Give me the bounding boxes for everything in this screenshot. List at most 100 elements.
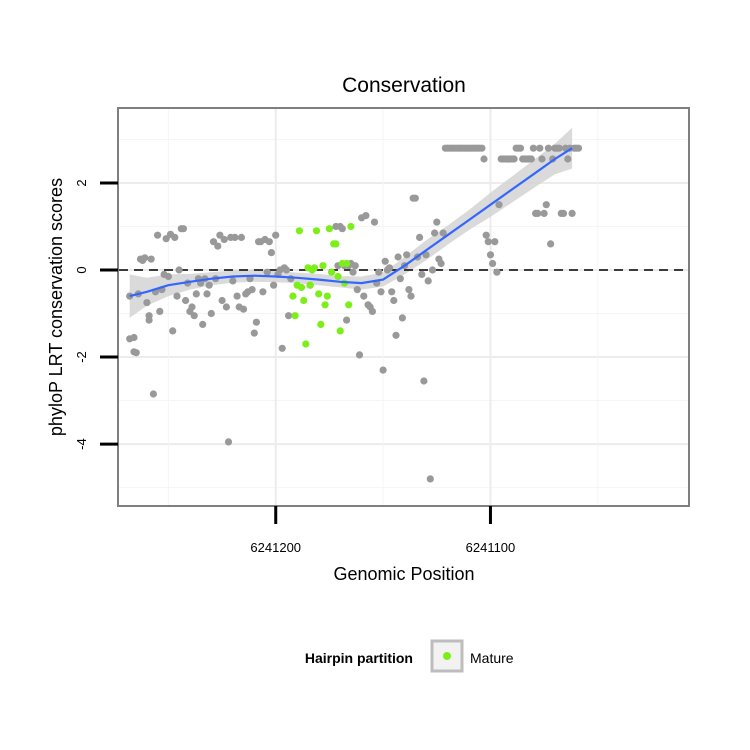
gray-point xyxy=(351,262,359,270)
gray-point xyxy=(398,314,406,322)
gray-point xyxy=(542,201,550,209)
y-tick-label: 2 xyxy=(74,179,89,186)
mature-point xyxy=(336,327,344,335)
gray-point xyxy=(199,320,207,328)
gray-point xyxy=(381,257,389,265)
gray-point xyxy=(439,229,447,237)
x-axis: 6241200 6241100 xyxy=(118,505,689,555)
gray-point xyxy=(278,344,286,352)
gray-point xyxy=(568,209,576,217)
mature-point xyxy=(323,292,331,300)
plot-panel xyxy=(117,107,690,507)
gray-point xyxy=(145,316,153,324)
mature-point xyxy=(317,320,325,328)
gray-point xyxy=(478,144,486,152)
gray-point xyxy=(538,155,546,163)
gray-point xyxy=(349,268,357,276)
mature-point xyxy=(319,262,327,270)
mature-point xyxy=(315,290,323,298)
gray-point xyxy=(390,296,398,305)
gray-point xyxy=(252,318,260,326)
gray-point xyxy=(407,292,415,300)
y-tick-label: -2 xyxy=(74,351,89,363)
gray-point xyxy=(182,296,190,305)
gray-point xyxy=(355,351,364,359)
gray-point xyxy=(559,209,568,217)
gray-point xyxy=(147,255,155,263)
gray-point xyxy=(130,333,138,342)
gray-point xyxy=(480,155,488,163)
mature-point xyxy=(289,292,297,300)
x-tick-label: 6241200 xyxy=(250,540,301,555)
mature-point xyxy=(295,227,303,235)
gray-point xyxy=(272,231,280,239)
gray-point xyxy=(259,288,267,296)
mature-point xyxy=(325,225,333,233)
gray-point xyxy=(154,231,162,239)
gray-point xyxy=(237,233,245,241)
gray-point xyxy=(388,288,396,296)
x-axis-label: Genomic Position xyxy=(333,564,474,584)
gray-point xyxy=(426,475,434,483)
gray-point xyxy=(233,292,241,300)
gray-point xyxy=(239,305,248,313)
gray-point xyxy=(418,270,426,278)
gray-point xyxy=(529,144,538,152)
legend: Hairpin partition Mature xyxy=(305,639,514,673)
mature-point xyxy=(332,240,340,248)
gray-point xyxy=(248,286,256,294)
gray-point xyxy=(343,316,351,324)
mature-point xyxy=(328,268,336,276)
gray-point xyxy=(175,266,183,274)
gray-point xyxy=(362,212,370,220)
gray-point xyxy=(192,290,200,298)
mature-point xyxy=(310,264,318,272)
gray-point xyxy=(416,233,424,241)
gray-point xyxy=(394,253,402,261)
y-tick-label: 0 xyxy=(74,266,89,273)
chart-title: Conservation xyxy=(342,74,466,97)
gray-point xyxy=(282,266,291,274)
gray-point xyxy=(403,251,411,259)
mature-point xyxy=(321,301,329,309)
gray-point xyxy=(405,286,413,294)
gray-point xyxy=(214,242,222,250)
gray-point xyxy=(231,233,239,241)
gray-point xyxy=(220,235,228,244)
gray-point xyxy=(424,277,432,285)
y-tick-label: -4 xyxy=(74,438,89,450)
x-tick-label: 6241100 xyxy=(466,540,516,555)
gray-point xyxy=(437,259,445,268)
gray-point xyxy=(141,254,149,262)
mature-point xyxy=(300,296,308,305)
gray-point xyxy=(370,218,379,226)
y-axis-label: phyloP LRT conservation scores xyxy=(46,178,66,436)
gray-point xyxy=(229,277,237,285)
gray-point xyxy=(564,155,572,163)
gray-point xyxy=(433,218,441,226)
gray-point xyxy=(510,155,518,163)
legend-key-box xyxy=(430,639,464,673)
gray-point xyxy=(143,299,151,307)
gray-point xyxy=(360,292,368,300)
gray-point xyxy=(495,201,503,209)
legend-key-mature xyxy=(443,652,451,660)
mature-point xyxy=(291,312,299,320)
gray-point xyxy=(169,327,177,335)
gray-point xyxy=(205,281,213,289)
gray-point xyxy=(491,238,499,246)
gray-point xyxy=(379,366,387,374)
gray-point xyxy=(285,312,293,320)
gray-point xyxy=(179,225,187,233)
gray-point xyxy=(265,238,273,246)
gray-point xyxy=(267,249,275,257)
gray-point xyxy=(420,377,428,385)
gray-point xyxy=(190,312,198,320)
smooth-trend-line xyxy=(129,147,573,298)
gray-point xyxy=(377,288,385,296)
gray-point xyxy=(338,225,346,233)
gray-point xyxy=(250,329,258,337)
gray-point xyxy=(536,144,544,152)
mature-point xyxy=(302,340,310,348)
